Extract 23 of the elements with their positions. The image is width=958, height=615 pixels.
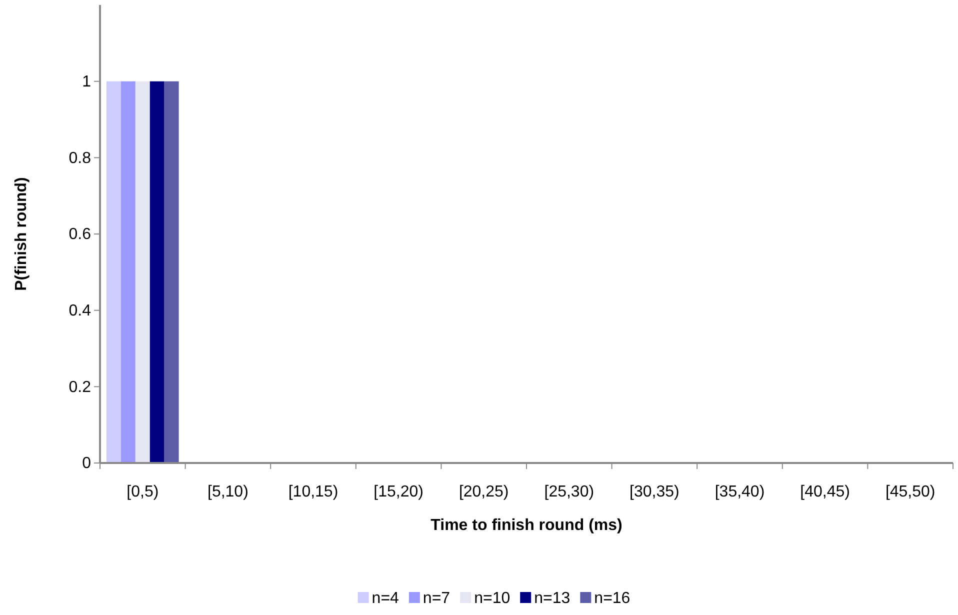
y-tick-label: 0.2: [68, 378, 92, 396]
y-tick-label: 1: [82, 73, 92, 90]
y-tick-label: 0.4: [68, 302, 92, 320]
x-tick-label: [30,35): [630, 483, 680, 500]
x-tick-label: [40,45): [800, 483, 850, 500]
x-axis-title: Time to finish round (ms): [430, 517, 622, 534]
x-tick-label: [45,50): [885, 483, 936, 500]
legend-label: n=13: [534, 590, 570, 607]
x-tick-label: [15,20): [374, 483, 424, 500]
y-tick-label: 0.6: [68, 226, 92, 244]
x-tick-label: [35,40): [714, 483, 765, 500]
y-tick-label: 0: [82, 455, 92, 472]
y-tick-label: 0.8: [68, 150, 92, 167]
x-tick-label: [20,25): [458, 483, 509, 500]
legend-label: n=10: [474, 590, 510, 607]
legend-label: n=16: [594, 590, 630, 607]
x-tick-label: [0,5): [126, 483, 159, 500]
legend-label: n=7: [422, 590, 450, 607]
x-tick-label: [5,10): [207, 483, 248, 500]
x-tick-label: [10,15): [288, 483, 338, 500]
legend-label: n=4: [372, 590, 400, 607]
y-axis-title: P(finish round): [13, 177, 30, 291]
x-tick-label: [25,30): [544, 483, 594, 500]
